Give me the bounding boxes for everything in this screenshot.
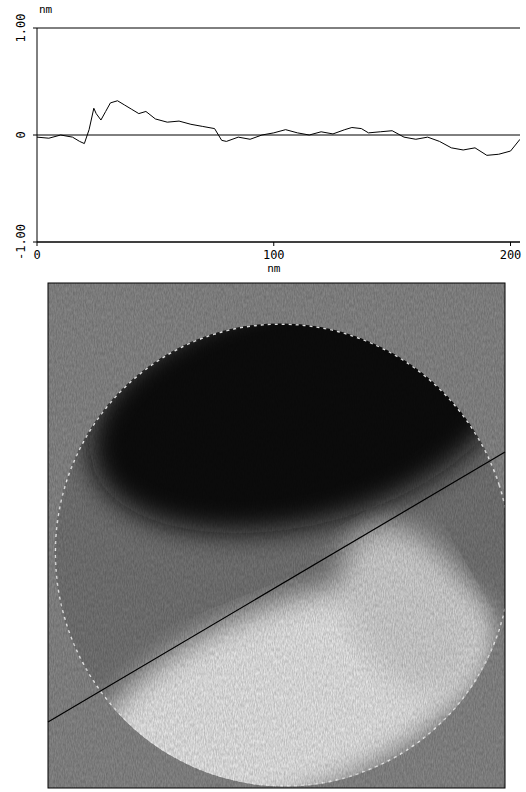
page: -1.00 0 1.00 0 100 200 nm nm <box>0 0 526 792</box>
x-tick-label: 0 <box>33 248 40 262</box>
y-tick <box>33 242 37 243</box>
y-tick <box>33 28 37 29</box>
image-frame <box>48 283 505 788</box>
x-tick <box>273 242 274 246</box>
x-tick <box>510 242 511 246</box>
x-axis-label: nm <box>267 262 281 275</box>
x-tick <box>37 242 38 246</box>
image-background <box>48 283 505 788</box>
x-axis <box>37 242 520 243</box>
y-tick <box>33 135 37 136</box>
grain <box>48 283 505 788</box>
grid-line <box>37 135 520 136</box>
grain-edge <box>48 283 505 788</box>
afm-image <box>48 283 505 788</box>
plot-area <box>37 101 520 156</box>
y-tick-label: 1.00 <box>14 14 28 43</box>
y-tick-label: 0 <box>14 131 28 138</box>
noise-overlay <box>48 283 505 788</box>
x-tick-label: 200 <box>500 248 522 262</box>
grid-line <box>37 242 520 243</box>
profile-cut-line <box>48 452 505 722</box>
grid-line <box>37 28 520 29</box>
y-axis-label: nm <box>39 3 53 16</box>
y-tick-label: -1.00 <box>14 224 28 260</box>
x-tick-label: 100 <box>263 248 285 262</box>
grain-base <box>48 283 505 788</box>
profile-line <box>37 101 520 156</box>
